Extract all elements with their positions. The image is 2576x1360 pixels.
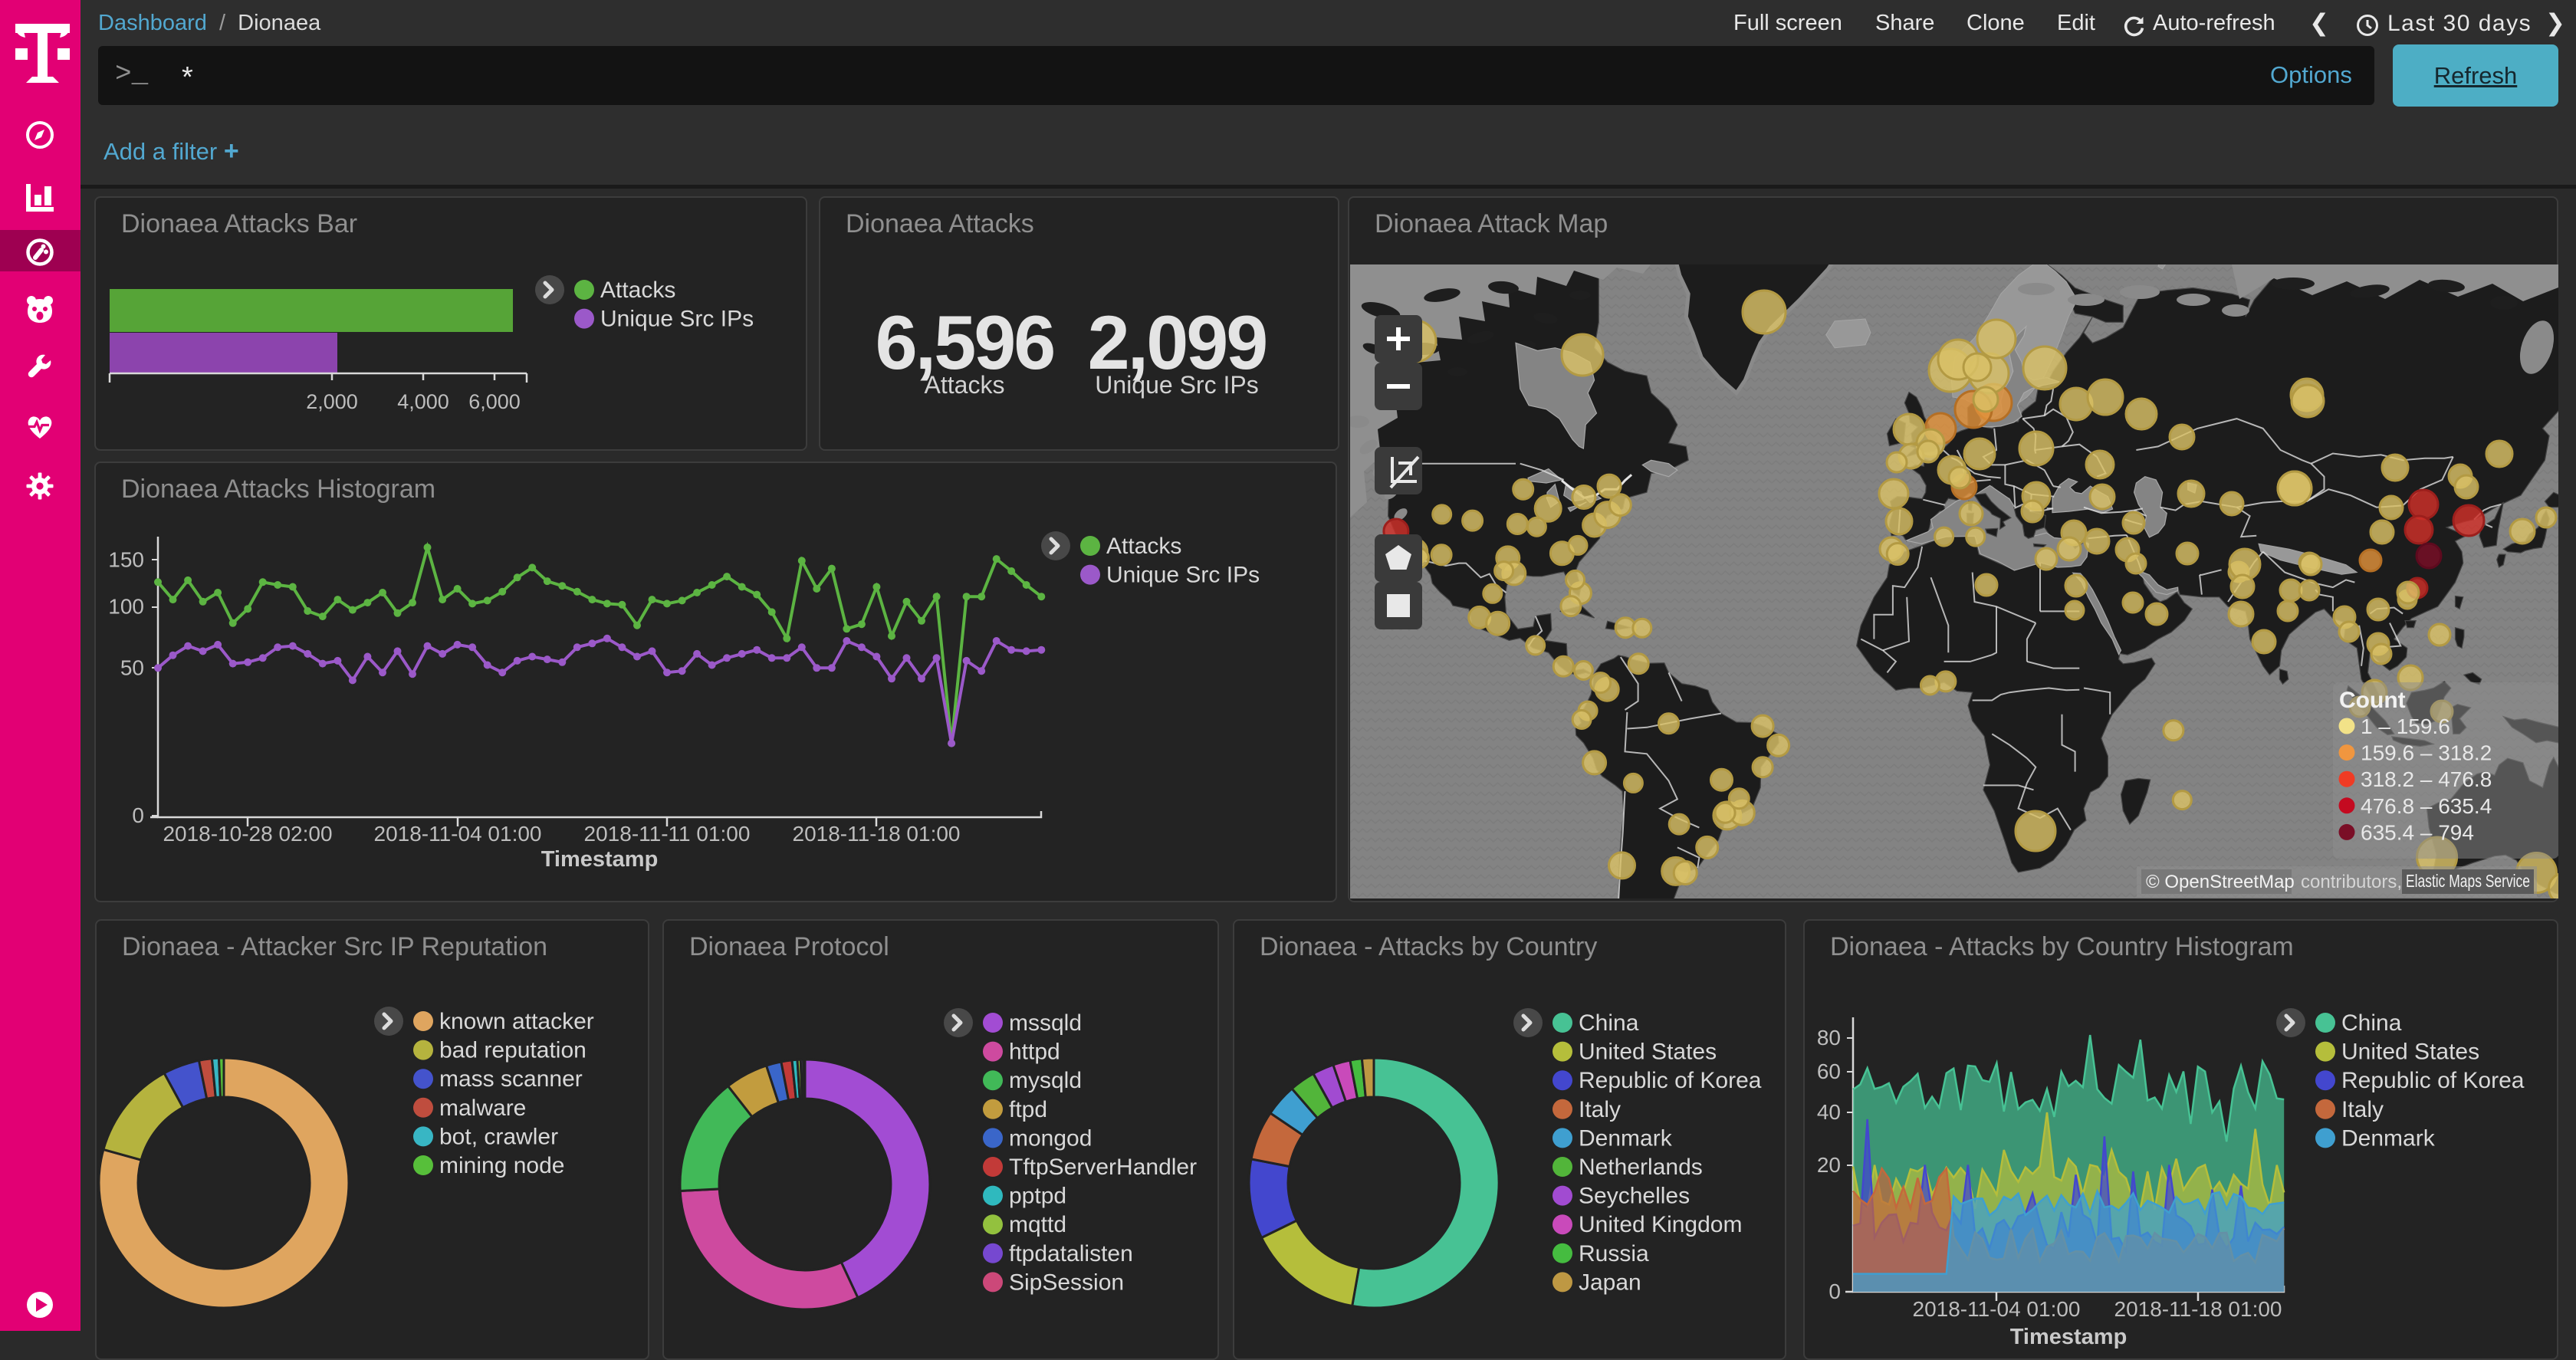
svg-text:Russia: Russia <box>1579 1241 1649 1266</box>
svg-text:mssqld: mssqld <box>1009 1010 1082 1036</box>
svg-text:Netherlands: Netherlands <box>1579 1155 1703 1180</box>
svg-text:60: 60 <box>1817 1059 1841 1083</box>
svg-text:Unique Src IPs: Unique Src IPs <box>600 307 754 332</box>
svg-text:Timestamp: Timestamp <box>541 847 659 872</box>
svg-text:Elastic Maps Service: Elastic Maps Service <box>2406 871 2530 891</box>
svg-text:known attacker: known attacker <box>439 1009 594 1034</box>
svg-text:4,000: 4,000 <box>397 390 449 413</box>
svg-text:China: China <box>1579 1010 1639 1036</box>
svg-text:2018-11-18 01:00: 2018-11-18 01:00 <box>793 822 961 846</box>
svg-text:80: 80 <box>1817 1026 1841 1050</box>
svg-text:SipSession: SipSession <box>1009 1270 1124 1295</box>
svg-text:pptpd: pptpd <box>1009 1184 1066 1209</box>
svg-text:2018-10-28 02:00: 2018-10-28 02:00 <box>163 822 332 846</box>
svg-text:httpd: httpd <box>1009 1040 1060 1065</box>
svg-text:100: 100 <box>108 595 144 619</box>
svg-text:United Kingdom: United Kingdom <box>1579 1212 1742 1237</box>
svg-text:United States: United States <box>1579 1040 1717 1065</box>
svg-text:mqttd: mqttd <box>1009 1212 1066 1237</box>
svg-text:ftpd: ftpd <box>1009 1097 1047 1122</box>
svg-text:Denmark: Denmark <box>2341 1125 2436 1151</box>
svg-text:Attacks: Attacks <box>600 278 675 303</box>
svg-text:Japan: Japan <box>1579 1270 1641 1295</box>
svg-text:malware: malware <box>439 1096 526 1121</box>
svg-text:Republic of Korea: Republic of Korea <box>1579 1068 1762 1093</box>
svg-text:Timestamp: Timestamp <box>2010 1325 2128 1349</box>
svg-text:mass scanner: mass scanner <box>439 1066 583 1092</box>
svg-text:6,000: 6,000 <box>468 390 521 413</box>
svg-text:Republic of Korea: Republic of Korea <box>2341 1068 2525 1093</box>
svg-text:2018-11-18 01:00: 2018-11-18 01:00 <box>2114 1297 2282 1321</box>
svg-text:mining node: mining node <box>439 1153 564 1178</box>
svg-text:2018-11-04 01:00: 2018-11-04 01:00 <box>374 822 542 846</box>
svg-text:bot, crawler: bot, crawler <box>439 1124 558 1149</box>
svg-text:635.4 – 794: 635.4 – 794 <box>2361 820 2474 844</box>
svg-text:20: 20 <box>1817 1153 1841 1177</box>
svg-text:150: 150 <box>108 547 144 571</box>
svg-text:50: 50 <box>120 655 144 679</box>
svg-text:Denmark: Denmark <box>1579 1125 1673 1151</box>
svg-text:Unique Src IPs: Unique Src IPs <box>1106 563 1260 588</box>
svg-text:China: China <box>2341 1010 2402 1036</box>
svg-text:mongod: mongod <box>1009 1125 1092 1151</box>
svg-text:bad reputation: bad reputation <box>439 1038 586 1063</box>
svg-text:ftpdatalisten: ftpdatalisten <box>1009 1241 1133 1266</box>
svg-text:Count: Count <box>2339 688 2406 713</box>
svg-text:2018-11-11 01:00: 2018-11-11 01:00 <box>584 822 751 846</box>
svg-text:Italy: Italy <box>1579 1097 1621 1122</box>
svg-text:1 – 159.6: 1 – 159.6 <box>2361 714 2450 738</box>
svg-text:mysqld: mysqld <box>1009 1068 1082 1093</box>
svg-text:0: 0 <box>1829 1280 1841 1303</box>
svg-text:0: 0 <box>132 803 144 827</box>
svg-text:© OpenStreetMap: © OpenStreetMap <box>2146 872 2295 892</box>
svg-text:40: 40 <box>1817 1100 1841 1124</box>
svg-text:contributors,: contributors, <box>2301 872 2402 892</box>
svg-text:United States: United States <box>2341 1040 2479 1065</box>
svg-text:TftpServerHandler: TftpServerHandler <box>1009 1155 1197 1180</box>
svg-text:318.2 – 476.8: 318.2 – 476.8 <box>2361 767 2492 791</box>
svg-text:159.6 – 318.2: 159.6 – 318.2 <box>2361 741 2492 765</box>
svg-text:2018-11-04 01:00: 2018-11-04 01:00 <box>1913 1297 2081 1321</box>
svg-text:Seychelles: Seychelles <box>1579 1184 1690 1209</box>
svg-text:2,000: 2,000 <box>306 390 358 413</box>
svg-text:Attacks: Attacks <box>1106 534 1181 559</box>
svg-text:Italy: Italy <box>2341 1097 2384 1122</box>
svg-text:476.8 – 635.4: 476.8 – 635.4 <box>2361 794 2492 818</box>
